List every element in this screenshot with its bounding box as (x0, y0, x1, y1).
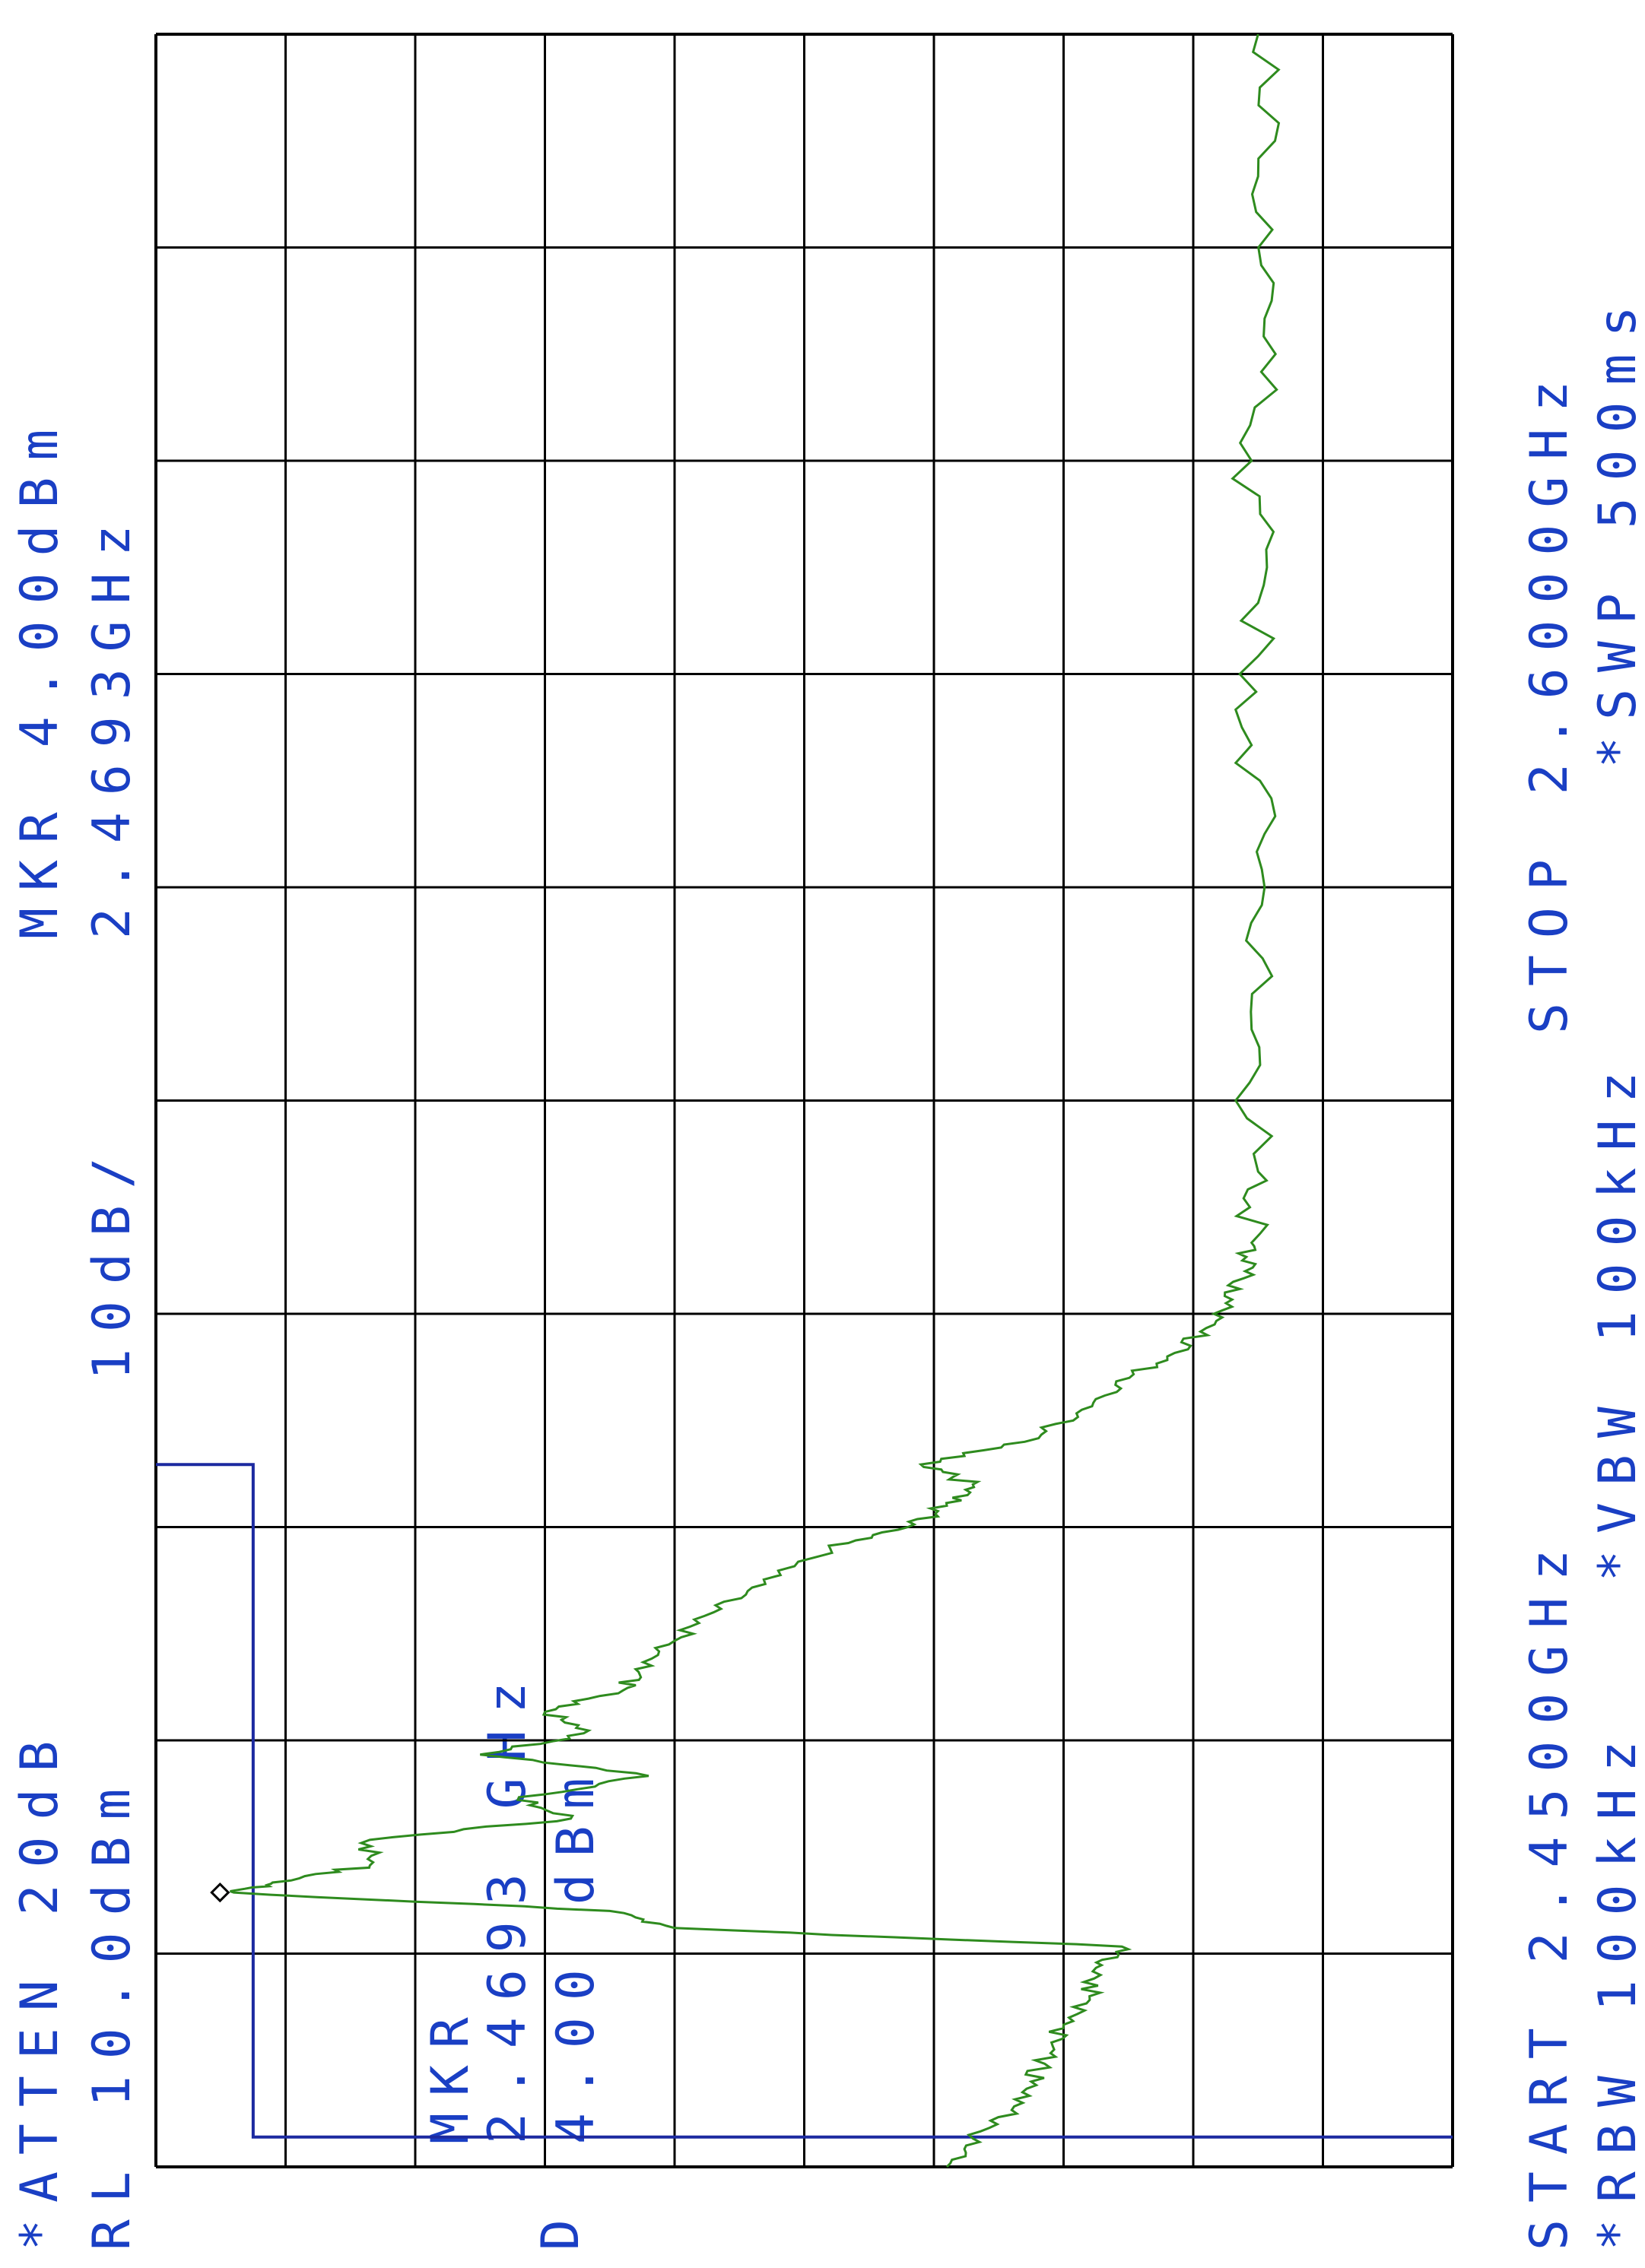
marker-frequency-label: 2.4693GHz (82, 509, 142, 939)
atten-label: *ATTEN 20dB (10, 1724, 70, 2251)
scale-label: 10dB/ (82, 1140, 142, 1380)
detector-label: D (531, 2203, 591, 2251)
plot-grid (154, 33, 1454, 2168)
ref-level-label: RL 10.0dBm (82, 1772, 142, 2251)
peak-marker-icon (210, 1882, 230, 1903)
marker-amplitude-label: MKR 4.00dBm (10, 413, 70, 939)
limit-line (156, 1463, 1453, 2139)
header-labels: *ATTEN 20dB RL 10.0dBm 10dB/ MKR 4.00dBm… (10, 413, 142, 2251)
start-frequency-label: START 2.4500GHz (1520, 1533, 1580, 2251)
rbw-label: *RBW 100kHz (1588, 1724, 1645, 2251)
vbw-label: *VBW 100kHz (1588, 1055, 1645, 1581)
marker-readout-title: MKR (421, 2000, 481, 2144)
trace-line (230, 33, 1281, 2168)
stop-frequency-label: STOP 2.6000GHz (1520, 364, 1580, 1034)
sweep-label: *SWP 500ms (1588, 290, 1645, 768)
footer-labels: START 2.4500GHz STOP 2.6000GHz *RBW 100k… (1520, 290, 1645, 2251)
